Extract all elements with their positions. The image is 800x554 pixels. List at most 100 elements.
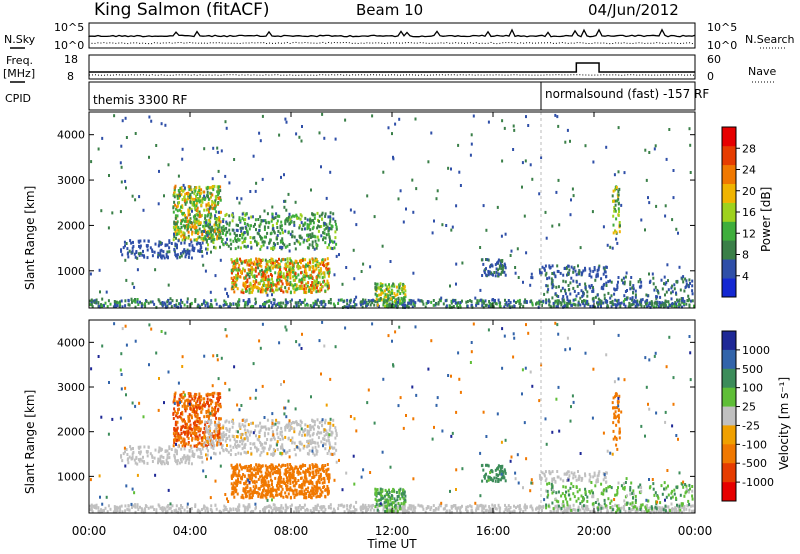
- power-cell: [235, 302, 237, 306]
- velocity-cell: [306, 445, 309, 449]
- power-cell: [369, 265, 372, 269]
- power-cell: [490, 271, 493, 275]
- power-cell: [327, 269, 330, 273]
- velocity-cell: [231, 425, 234, 429]
- power-cell: [575, 280, 578, 284]
- velocity-cell: [196, 413, 199, 417]
- velocity-cell: [279, 509, 282, 513]
- power-cell: [320, 300, 323, 304]
- power-cell: [238, 201, 241, 205]
- velocity-cell: [196, 510, 199, 514]
- velocity-cell: [195, 423, 198, 427]
- power-cell: [266, 246, 269, 250]
- power-cell: [195, 199, 198, 203]
- velocity-cell: [332, 507, 335, 511]
- power-cell: [484, 299, 487, 303]
- power-cell: [268, 266, 271, 270]
- power-cell: [383, 289, 386, 293]
- power-cell: [256, 264, 259, 268]
- power-cell: [279, 224, 282, 228]
- power-cell: [682, 302, 685, 306]
- power-cell: [174, 243, 177, 247]
- power-cell: [276, 219, 279, 223]
- power-cell: [216, 185, 219, 189]
- power-cell: [219, 185, 222, 189]
- power-cell: [207, 213, 210, 217]
- power-cell: [611, 246, 614, 250]
- power-cell: [450, 228, 453, 232]
- power-cell: [506, 303, 509, 307]
- velocity-cell: [207, 428, 210, 432]
- velocity-cell: [287, 422, 290, 426]
- power-cell: [236, 287, 239, 291]
- velocity-cell: [317, 509, 320, 513]
- power-cell: [399, 302, 401, 306]
- power-cell: [272, 227, 275, 231]
- velocity-cell: [300, 507, 302, 511]
- velocity-cell: [194, 435, 197, 439]
- power-cell: [277, 275, 280, 279]
- velocity-cell: [210, 442, 213, 446]
- power-cell: [278, 278, 281, 282]
- power-cell: [485, 228, 488, 232]
- power-cell: [319, 287, 322, 291]
- power-cell: [196, 193, 199, 196]
- power-cell: [466, 300, 469, 303]
- power-cell: [555, 294, 558, 298]
- power-cell: [673, 303, 676, 306]
- power-cell: [255, 228, 257, 232]
- power-cell: [197, 230, 200, 234]
- power-cell: [267, 280, 270, 284]
- power-cell: [591, 210, 594, 214]
- velocity-cell: [260, 425, 263, 429]
- velocity-cell: [195, 405, 198, 409]
- power-cell: [333, 246, 336, 250]
- power-cell: [640, 304, 643, 308]
- power-cell: [597, 266, 600, 270]
- power-cell: [332, 240, 334, 244]
- power-cell: [685, 302, 688, 306]
- power-cell: [235, 283, 238, 287]
- velocity-cell: [572, 507, 575, 511]
- power-cell: [193, 246, 196, 250]
- power-cell: [148, 155, 150, 159]
- velocity-cell: [200, 420, 203, 424]
- power-cell: [297, 262, 299, 266]
- velocity-cell: [222, 426, 225, 430]
- velocity-cell: [276, 432, 279, 436]
- velocity-cell: [218, 398, 220, 402]
- power-cell: [247, 259, 250, 263]
- velocity-cell: [335, 431, 338, 435]
- power-cell: [664, 293, 666, 297]
- power-cell: [303, 227, 306, 231]
- velocity-cell: [203, 504, 206, 508]
- power-cell: [615, 237, 618, 241]
- power-cell: [177, 239, 180, 243]
- velocity-cell: [173, 399, 176, 403]
- velocity-cell: [279, 432, 282, 436]
- velocity-cell: [289, 424, 292, 428]
- power-cell: [632, 291, 635, 295]
- power-cell: [599, 303, 602, 307]
- power-cell: [228, 223, 231, 227]
- power-cell: [101, 304, 104, 308]
- velocity-cell: [263, 446, 266, 450]
- velocity-cell: [213, 435, 216, 439]
- power-cell: [550, 305, 553, 309]
- power-cell: [340, 298, 343, 302]
- velocity-cell: [215, 424, 218, 428]
- power-cell: [196, 209, 199, 213]
- velocity-cell: [691, 509, 693, 513]
- power-cell: [187, 193, 190, 197]
- velocity-cell: [237, 505, 240, 509]
- power-cell: [299, 236, 302, 240]
- power-cell: [300, 236, 303, 240]
- velocity-cell: [592, 504, 595, 508]
- velocity-cell: [197, 508, 200, 512]
- power-cell: [188, 196, 191, 199]
- velocity-cell: [326, 431, 329, 435]
- power-cell: [365, 301, 368, 305]
- power-cell: [258, 281, 261, 285]
- power-cell: [244, 280, 247, 284]
- power-cell: [525, 300, 528, 303]
